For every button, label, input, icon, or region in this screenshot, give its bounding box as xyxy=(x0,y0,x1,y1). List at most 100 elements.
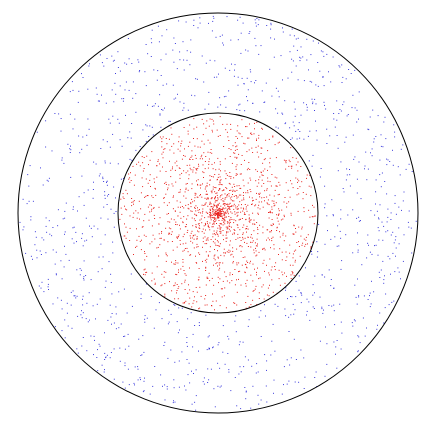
inner-point xyxy=(236,208,238,210)
inner-point xyxy=(250,241,251,243)
outer-point xyxy=(145,85,147,87)
outer-point xyxy=(203,383,205,385)
inner-point xyxy=(144,213,146,215)
inner-point xyxy=(255,146,257,148)
inner-point xyxy=(268,272,270,274)
inner-point xyxy=(262,128,263,130)
outer-point xyxy=(147,104,148,106)
outer-point xyxy=(345,179,347,181)
outer-point xyxy=(22,229,24,231)
outer-point xyxy=(356,121,358,123)
outer-point xyxy=(186,342,188,343)
outer-point xyxy=(234,69,235,71)
inner-points xyxy=(119,116,316,311)
outer-point xyxy=(287,77,289,79)
outer-point xyxy=(398,206,400,208)
outer-point xyxy=(127,333,129,335)
outer-point xyxy=(22,198,24,200)
inner-point xyxy=(162,136,164,138)
outer-point xyxy=(34,244,36,246)
inner-point xyxy=(195,168,197,170)
inner-point xyxy=(236,215,238,217)
inner-point xyxy=(312,216,314,218)
outer-point xyxy=(212,20,214,22)
outer-point xyxy=(233,75,235,77)
inner-point xyxy=(214,187,216,188)
inner-point xyxy=(243,192,244,194)
inner-point xyxy=(145,272,147,273)
outer-point xyxy=(326,53,328,55)
outer-point xyxy=(126,63,128,65)
inner-point xyxy=(271,206,273,208)
outer-point xyxy=(295,359,297,360)
inner-point xyxy=(194,213,196,215)
outer-point xyxy=(277,90,279,92)
inner-point xyxy=(225,173,227,175)
inner-point xyxy=(271,240,273,242)
inner-point xyxy=(190,202,192,204)
inner-point xyxy=(235,195,237,196)
inner-point xyxy=(278,254,279,255)
inner-point xyxy=(226,231,228,233)
outer-point xyxy=(140,379,141,381)
outer-point xyxy=(312,154,314,156)
inner-point xyxy=(195,210,197,212)
inner-point xyxy=(217,135,219,137)
inner-point xyxy=(239,173,241,175)
inner-point xyxy=(260,147,262,149)
outer-point xyxy=(239,109,241,111)
inner-point xyxy=(181,158,183,160)
outer-point xyxy=(146,317,148,319)
outer-point xyxy=(128,58,130,60)
inner-point xyxy=(216,262,218,264)
inner-point xyxy=(204,161,206,162)
outer-point xyxy=(54,263,56,265)
outer-point xyxy=(148,136,150,137)
outer-point xyxy=(358,336,360,338)
outer-point xyxy=(86,302,88,304)
inner-point xyxy=(229,250,231,252)
inner-point xyxy=(224,197,226,199)
inner-point xyxy=(198,276,200,278)
inner-point xyxy=(212,223,214,225)
outer-point xyxy=(64,231,66,233)
inner-point xyxy=(198,165,200,167)
inner-point xyxy=(228,225,230,227)
outer-point xyxy=(392,231,394,233)
outer-point xyxy=(149,125,151,127)
outer-point xyxy=(57,297,59,299)
inner-point xyxy=(187,292,189,294)
inner-point xyxy=(132,165,134,167)
inner-point xyxy=(239,270,241,272)
outer-point xyxy=(410,227,412,229)
outer-point xyxy=(216,76,218,78)
outer-point xyxy=(312,284,314,286)
outer-point xyxy=(377,254,379,256)
outer-point xyxy=(98,343,100,345)
outer-point xyxy=(40,167,41,169)
inner-point xyxy=(199,253,201,255)
inner-point xyxy=(221,184,223,186)
outer-point xyxy=(159,113,161,115)
outer-point xyxy=(378,230,380,232)
outer-point xyxy=(249,69,251,71)
inner-point xyxy=(236,185,238,187)
outer-point xyxy=(300,114,302,116)
inner-point xyxy=(124,235,126,237)
inner-point xyxy=(287,189,289,191)
outer-point xyxy=(63,162,65,164)
outer-point xyxy=(389,161,391,162)
outer-point xyxy=(348,69,350,70)
inner-point xyxy=(196,126,198,128)
inner-point xyxy=(219,243,221,245)
inner-point xyxy=(255,285,257,287)
inner-point xyxy=(245,307,247,309)
inner-point xyxy=(170,176,172,178)
inner-point xyxy=(177,148,179,150)
outer-point xyxy=(354,69,356,71)
inner-point xyxy=(285,260,287,261)
inner-point xyxy=(145,235,147,237)
inner-point xyxy=(210,212,212,214)
outer-point xyxy=(91,236,93,238)
inner-point xyxy=(218,245,220,247)
